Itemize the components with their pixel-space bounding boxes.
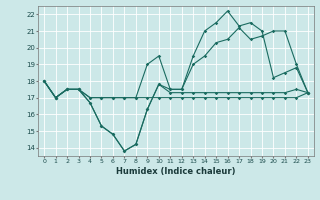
X-axis label: Humidex (Indice chaleur): Humidex (Indice chaleur) — [116, 167, 236, 176]
